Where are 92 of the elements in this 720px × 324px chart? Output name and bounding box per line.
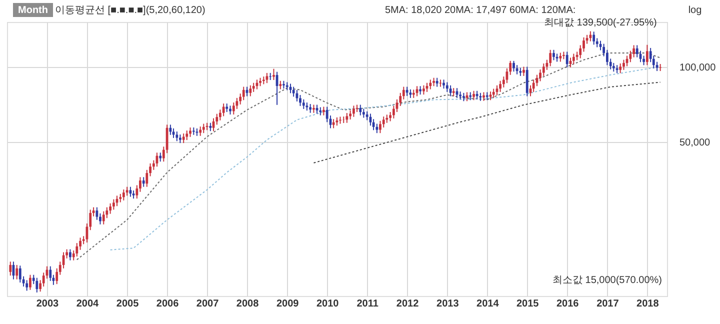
candlestick xyxy=(646,44,648,66)
candlestick xyxy=(169,124,172,136)
x-tick-label: 2006 xyxy=(156,298,180,310)
candlestick xyxy=(592,31,596,46)
line-series xyxy=(313,82,661,164)
candlestick xyxy=(96,206,98,220)
x-tick-label: 2016 xyxy=(556,298,580,310)
x-tick-label: 2009 xyxy=(276,298,300,310)
candlestick xyxy=(36,277,38,293)
y-tick-label: 100,000 xyxy=(680,62,716,74)
x-tick-label: 2015 xyxy=(516,298,540,310)
candlestick xyxy=(382,116,385,128)
candlestick xyxy=(636,44,638,58)
candlestick xyxy=(549,49,552,67)
line-series xyxy=(110,66,661,250)
candlestick xyxy=(242,86,245,101)
candlestick xyxy=(552,49,555,61)
candlestick xyxy=(589,30,592,42)
line-series xyxy=(76,52,661,260)
candlestick xyxy=(526,66,528,97)
candlestick xyxy=(406,86,408,96)
text: Month xyxy=(18,5,48,16)
candlestick xyxy=(359,104,362,116)
y-tick-label: 50,000 xyxy=(680,137,711,148)
x-tick-label: 2017 xyxy=(596,298,620,310)
candlestick xyxy=(522,66,525,76)
candlestick xyxy=(376,123,378,134)
candlestick xyxy=(532,79,535,92)
candlestick xyxy=(69,248,72,261)
x-tick-label: 2010 xyxy=(316,298,340,310)
candlestick xyxy=(76,242,78,258)
candlestick xyxy=(272,68,275,81)
annotation: 최소값 15,000(570.00%) xyxy=(552,275,662,286)
candlestick xyxy=(429,79,432,90)
candlestick xyxy=(292,86,295,98)
candlestick xyxy=(16,264,18,280)
x-tick-label: 2008 xyxy=(236,298,260,310)
x-tick-label: 2012 xyxy=(396,298,420,310)
text: 5MA: 18,020 20MA: 17,497 60MA: 120MA: xyxy=(385,5,576,16)
candlestick xyxy=(232,102,235,116)
candlestick xyxy=(342,116,345,124)
x-tick-label: 2014 xyxy=(476,298,500,310)
candlestick xyxy=(512,60,515,72)
candlestick xyxy=(202,123,205,134)
candlestick xyxy=(379,120,382,134)
text: log xyxy=(688,5,702,16)
candlestick xyxy=(629,50,632,63)
x-tick-label: 2018 xyxy=(636,298,660,310)
candlestick xyxy=(252,82,255,92)
candlestick xyxy=(622,59,625,70)
candlestick xyxy=(566,51,568,68)
candlestick xyxy=(109,202,112,214)
candlestick xyxy=(632,44,636,58)
candlestick xyxy=(472,90,475,101)
candlestick xyxy=(299,94,302,106)
x-tick-label: 2013 xyxy=(436,298,460,310)
candlestick xyxy=(186,130,188,141)
candlestick xyxy=(29,274,32,290)
candlestick xyxy=(446,82,448,92)
candlestick xyxy=(572,53,575,65)
candlestick xyxy=(122,188,125,201)
candlestick xyxy=(352,105,355,118)
candlestick xyxy=(142,176,145,188)
x-tick-label: 2011 xyxy=(356,298,379,310)
candlestick xyxy=(492,88,495,98)
text: 이동평균선 [■.■.■.■](5,20,60,120) xyxy=(55,5,206,16)
candlestick xyxy=(422,84,425,96)
candlestick xyxy=(49,266,52,282)
candlestick xyxy=(9,261,12,276)
candlestick xyxy=(302,98,305,110)
candlestick xyxy=(112,198,115,210)
candlestick xyxy=(499,80,502,92)
candlestick xyxy=(102,210,105,225)
candlestick xyxy=(222,103,225,117)
candlestick xyxy=(249,84,252,97)
candlestick xyxy=(146,169,148,188)
candlestick xyxy=(349,110,352,120)
candlestick xyxy=(182,132,185,144)
candlestick xyxy=(26,280,28,292)
annotation: 최대값 139,500(-27.95%) xyxy=(544,17,657,28)
candlestick xyxy=(642,55,645,66)
x-tick-label: 2003 xyxy=(36,298,60,310)
candlestick xyxy=(176,131,178,142)
candlestick xyxy=(619,62,622,74)
candlestick xyxy=(189,126,192,138)
x-tick-label: 2007 xyxy=(196,298,220,310)
x-tick-label: 2004 xyxy=(76,298,100,310)
candlestick xyxy=(18,265,22,283)
candlestick xyxy=(659,63,662,72)
x-tick-label: 2005 xyxy=(116,298,140,310)
candlestick xyxy=(346,112,348,124)
candlestick xyxy=(266,72,268,84)
